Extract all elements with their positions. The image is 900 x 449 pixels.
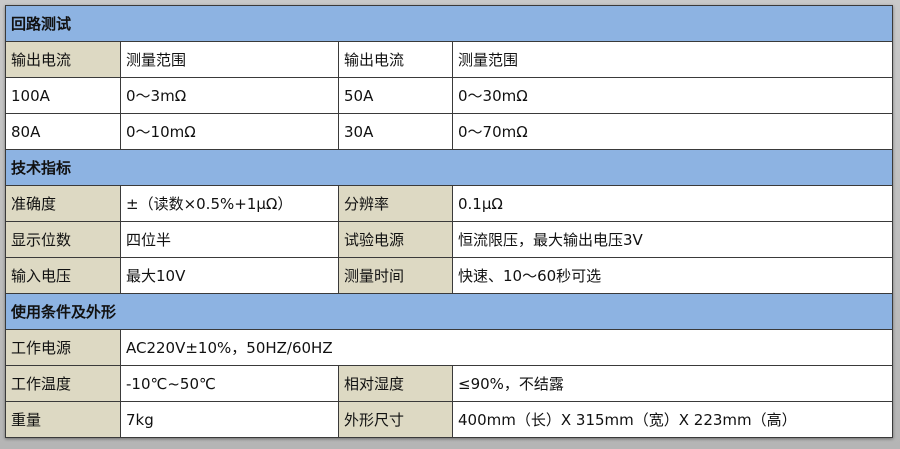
label-cell: 输入电压 <box>5 257 121 294</box>
table-row: 输入电压 最大10V 测量时间 快速、10～60秒可选 <box>5 257 893 294</box>
column-header: 测量范围 <box>452 41 893 78</box>
section-header-row: 使用条件及外形 <box>5 293 893 330</box>
table-row: 输出电流 测量范围 输出电流 测量范围 <box>5 41 893 78</box>
cell: 100A <box>5 77 121 114</box>
value-cell: ≤90%，不结露 <box>452 365 893 402</box>
cell: 0～3mΩ <box>120 77 339 114</box>
section-header-row: 回路测试 <box>5 5 893 42</box>
value-cell: 0.1μΩ <box>452 185 893 222</box>
label-cell: 工作温度 <box>5 365 121 402</box>
spec-table: 回路测试 输出电流 测量范围 输出电流 测量范围 100A 0～3mΩ 50A … <box>5 5 893 438</box>
cell: 80A <box>5 113 121 150</box>
section-header-row: 技术指标 <box>5 149 893 186</box>
label-cell: 显示位数 <box>5 221 121 258</box>
section-title-loop-test: 回路测试 <box>5 5 893 42</box>
table-row: 80A 0～10mΩ 30A 0～70mΩ <box>5 113 893 150</box>
table-row: 准确度 ±（读数×0.5%+1μΩ） 分辨率 0.1μΩ <box>5 185 893 222</box>
section-title-conditions: 使用条件及外形 <box>5 293 893 330</box>
value-cell: 7kg <box>120 401 339 438</box>
table-row: 工作温度 -10℃~50℃ 相对湿度 ≤90%，不结露 <box>5 365 893 402</box>
cell: 0～70mΩ <box>452 113 893 150</box>
label-cell: 准确度 <box>5 185 121 222</box>
value-cell: AC220V±10%，50HZ/60HZ <box>120 329 893 366</box>
cell: 30A <box>338 113 453 150</box>
cell: 0～10mΩ <box>120 113 339 150</box>
label-cell: 工作电源 <box>5 329 121 366</box>
table-row: 重量 7kg 外形尺寸 400mm（长）X 315mm（宽）X 223mm（高） <box>5 401 893 438</box>
column-header: 输出电流 <box>5 41 121 78</box>
table-row: 工作电源 AC220V±10%，50HZ/60HZ <box>5 329 893 366</box>
label-cell: 外形尺寸 <box>338 401 453 438</box>
label-cell: 测量时间 <box>338 257 453 294</box>
value-cell: -10℃~50℃ <box>120 365 339 402</box>
value-cell: 最大10V <box>120 257 339 294</box>
column-header: 输出电流 <box>338 41 453 78</box>
table-row: 100A 0～3mΩ 50A 0～30mΩ <box>5 77 893 114</box>
value-cell: 四位半 <box>120 221 339 258</box>
label-cell: 分辨率 <box>338 185 453 222</box>
value-cell: 400mm（长）X 315mm（宽）X 223mm（高） <box>452 401 893 438</box>
table-row: 显示位数 四位半 试验电源 恒流限压，最大输出电压3V <box>5 221 893 258</box>
value-cell: 恒流限压，最大输出电压3V <box>452 221 893 258</box>
cell: 0～30mΩ <box>452 77 893 114</box>
label-cell: 相对湿度 <box>338 365 453 402</box>
label-cell: 重量 <box>5 401 121 438</box>
column-header: 测量范围 <box>120 41 339 78</box>
value-cell: 快速、10～60秒可选 <box>452 257 893 294</box>
value-cell: ±（读数×0.5%+1μΩ） <box>120 185 339 222</box>
label-cell: 试验电源 <box>338 221 453 258</box>
section-title-tech-specs: 技术指标 <box>5 149 893 186</box>
cell: 50A <box>338 77 453 114</box>
